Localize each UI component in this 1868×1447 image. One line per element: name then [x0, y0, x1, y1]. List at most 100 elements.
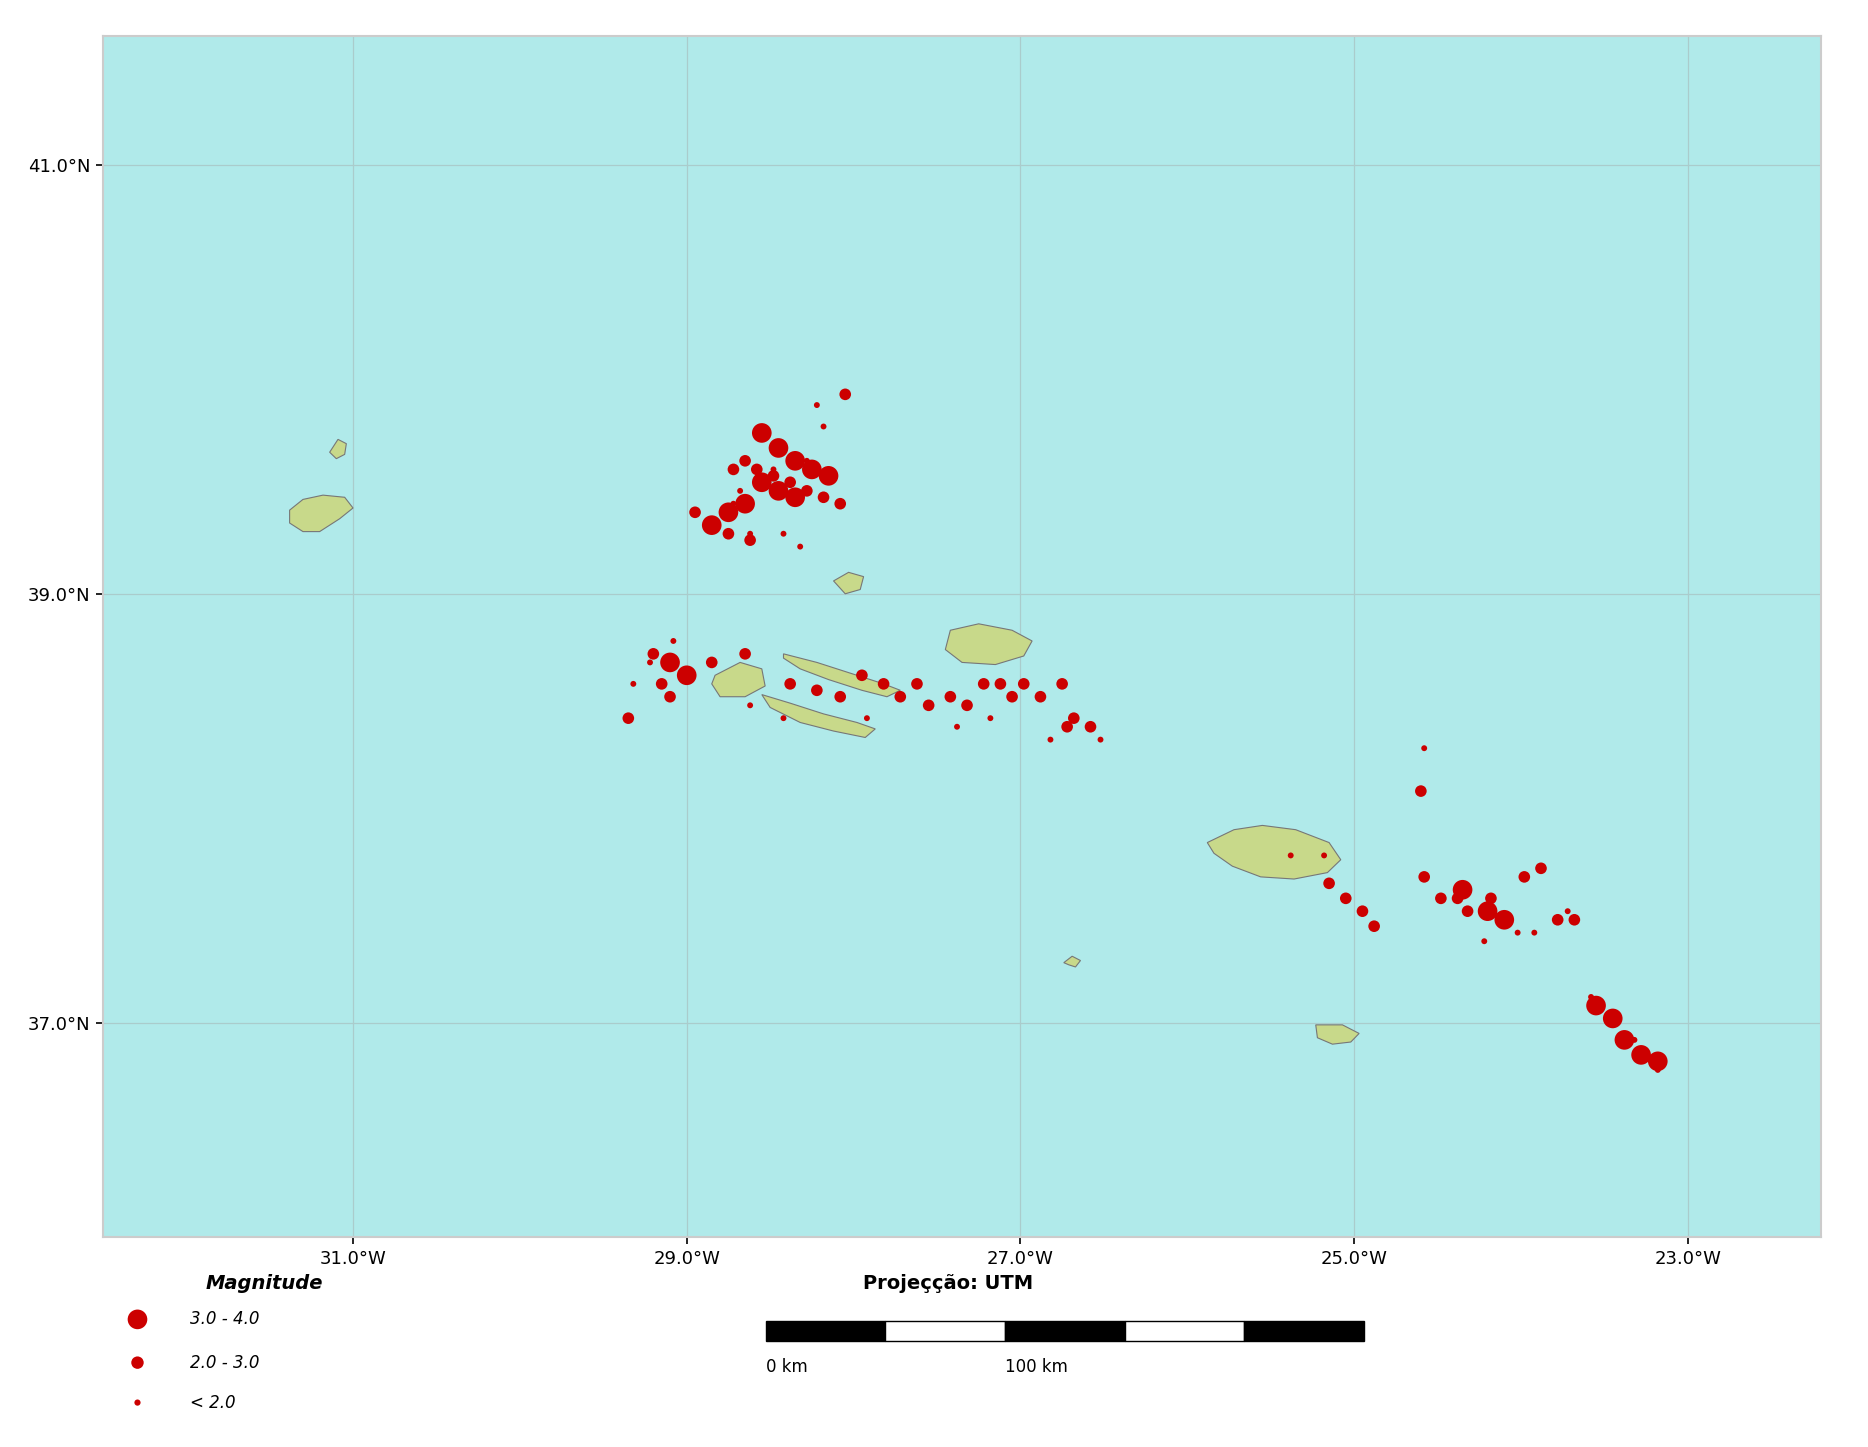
- Point: [801, 394, 831, 417]
- Polygon shape: [1315, 1024, 1360, 1045]
- Point: [646, 673, 676, 696]
- Point: [826, 686, 856, 709]
- Text: Projeçção: UTM: Projeçção: UTM: [863, 1275, 1033, 1294]
- Point: [736, 693, 766, 716]
- Point: [672, 664, 702, 687]
- Point: [730, 642, 760, 666]
- Point: [1597, 1007, 1627, 1030]
- Point: [1059, 706, 1089, 729]
- Point: [697, 651, 727, 674]
- Point: [775, 470, 805, 493]
- Point: [998, 686, 1027, 709]
- Point: [1347, 900, 1377, 923]
- Point: [814, 464, 844, 488]
- Text: 0 km: 0 km: [766, 1357, 807, 1376]
- Point: [1476, 887, 1506, 910]
- Bar: [1005, 1321, 1125, 1341]
- Point: [969, 673, 999, 696]
- Point: [986, 673, 1016, 696]
- Point: [1276, 844, 1306, 867]
- Polygon shape: [783, 654, 900, 697]
- Bar: [885, 1321, 1005, 1341]
- Text: 100 km: 100 km: [1005, 1357, 1068, 1376]
- Point: [1642, 1058, 1672, 1081]
- Point: [1627, 1043, 1657, 1066]
- Point: [1009, 673, 1039, 696]
- Point: [1076, 715, 1106, 738]
- Point: [768, 706, 798, 729]
- Point: [747, 470, 777, 493]
- Point: [736, 522, 766, 546]
- Polygon shape: [762, 695, 876, 738]
- Point: [846, 664, 876, 687]
- Text: < 2.0: < 2.0: [191, 1393, 235, 1412]
- Point: [656, 651, 686, 674]
- Point: [736, 528, 766, 551]
- Point: [785, 535, 814, 559]
- Point: [1309, 844, 1339, 867]
- Point: [714, 501, 743, 524]
- Point: [941, 715, 971, 738]
- Point: [1408, 865, 1438, 888]
- Point: [809, 486, 839, 509]
- Point: [1526, 857, 1556, 880]
- Point: [829, 383, 859, 407]
- Point: [123, 1308, 153, 1331]
- Point: [747, 421, 777, 444]
- Point: [1610, 1029, 1640, 1052]
- Polygon shape: [945, 624, 1033, 664]
- Polygon shape: [329, 440, 346, 459]
- Point: [758, 457, 788, 480]
- Point: [1448, 878, 1478, 901]
- Point: [1509, 865, 1539, 888]
- Point: [1442, 887, 1472, 910]
- Point: [1552, 900, 1582, 923]
- Point: [613, 706, 643, 729]
- Point: [680, 501, 710, 524]
- Point: [1489, 909, 1519, 932]
- Point: [1026, 686, 1055, 709]
- Bar: [1244, 1321, 1364, 1341]
- Point: [658, 629, 687, 653]
- Point: [708, 501, 738, 524]
- Point: [764, 479, 794, 502]
- Point: [775, 673, 805, 696]
- Point: [1052, 715, 1082, 738]
- Point: [975, 706, 1005, 729]
- Point: [719, 492, 749, 515]
- Point: [913, 693, 943, 716]
- Point: [618, 673, 648, 696]
- Point: [742, 470, 771, 493]
- Point: [1472, 900, 1502, 923]
- Point: [697, 514, 727, 537]
- Point: [826, 492, 856, 515]
- Point: [902, 673, 932, 696]
- Point: [1519, 922, 1549, 945]
- Point: [1407, 780, 1436, 803]
- Point: [798, 457, 828, 480]
- Point: [730, 492, 760, 515]
- Bar: [1125, 1321, 1244, 1341]
- Point: [852, 706, 882, 729]
- Polygon shape: [712, 663, 766, 697]
- Text: 2.0 - 3.0: 2.0 - 3.0: [191, 1353, 260, 1372]
- Text: Magnitude: Magnitude: [205, 1275, 323, 1294]
- Point: [953, 693, 983, 716]
- Point: [1502, 922, 1532, 945]
- Point: [123, 1391, 153, 1414]
- Point: [635, 651, 665, 674]
- Point: [1642, 1049, 1672, 1072]
- Point: [742, 457, 771, 480]
- Point: [1543, 909, 1573, 932]
- Polygon shape: [1207, 825, 1341, 878]
- Point: [936, 686, 966, 709]
- Bar: [766, 1321, 885, 1341]
- Point: [1360, 915, 1390, 938]
- Point: [1035, 728, 1065, 751]
- Point: [639, 642, 669, 666]
- Point: [714, 522, 743, 546]
- Point: [869, 673, 899, 696]
- Polygon shape: [1063, 956, 1080, 967]
- Point: [1620, 1029, 1649, 1052]
- Point: [768, 522, 798, 546]
